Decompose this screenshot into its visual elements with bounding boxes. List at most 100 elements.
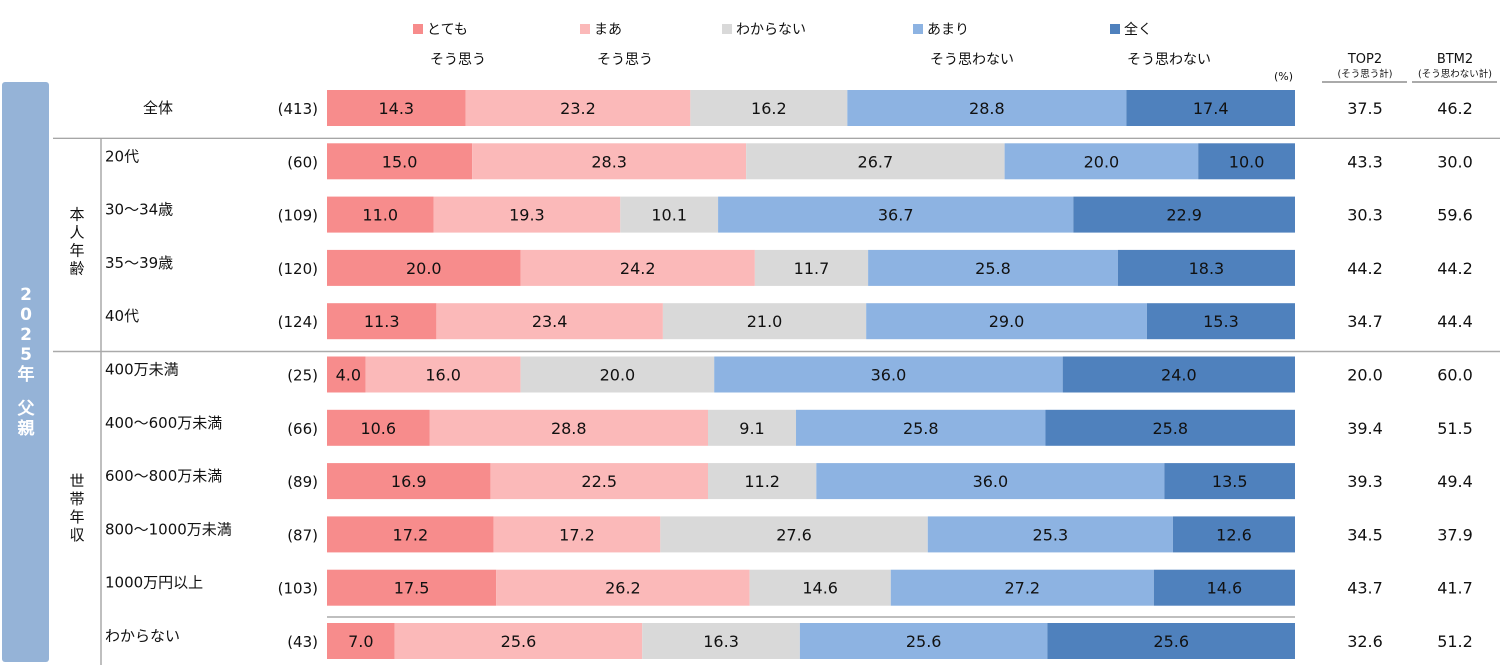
legend-label-line1: わからない [736, 22, 806, 38]
bar-segment [799, 623, 1048, 659]
segment-value-label: 20.0 [1084, 152, 1120, 171]
summary-value-top2: 34.5 [1347, 525, 1383, 544]
bar-row: 400万未満 (25) 4.0 16.0 20.0 36.0 24.0 20.0 60.0 [105, 356, 1473, 393]
category-label: 40代 [105, 307, 139, 325]
bar-segment [796, 409, 1046, 446]
segment-value-label: 25.6 [1153, 632, 1189, 651]
category-label: 全体 [143, 99, 173, 117]
segment-value-label: 16.9 [391, 472, 427, 491]
bar-segment [708, 409, 797, 446]
legend-item-3: わからない [722, 22, 806, 38]
segment-value-label: 7.0 [348, 632, 373, 651]
legend-swatch [413, 24, 423, 34]
category-label: 400万未満 [105, 361, 179, 379]
segment-value-label: 25.6 [501, 632, 537, 651]
bar-row: 800～1000万未満 (87) 17.2 17.2 27.6 25.3 12.6 34.5 3… [105, 516, 1473, 553]
segment-value-label: 15.0 [382, 152, 418, 171]
legend-label-line1: とても [427, 22, 468, 38]
segment-value-label: 15.3 [1203, 312, 1239, 331]
summary-value-btm2: 60.0 [1437, 366, 1473, 385]
segment-value-label: 10.0 [1229, 152, 1265, 171]
segment-value-label: 14.6 [1207, 579, 1243, 598]
summary-value-top2: 20.0 [1347, 366, 1383, 385]
summary-value-top2: 34.7 [1347, 312, 1383, 331]
segment-value-label: 23.2 [560, 99, 596, 118]
group-label-1: 本人年齢 [69, 205, 84, 277]
bar-segment [642, 623, 800, 659]
bar-segment [1117, 249, 1295, 286]
category-label: 20代 [105, 147, 139, 165]
unit-label: (%) [1274, 70, 1293, 83]
bar-segment [490, 463, 709, 500]
segment-value-label: 26.7 [858, 152, 894, 171]
bar-segment [1172, 516, 1295, 553]
bar-segment [436, 303, 663, 340]
segment-value-label: 18.3 [1189, 259, 1225, 278]
summary-value-btm2: 44.4 [1437, 312, 1473, 331]
bar-segment [327, 409, 430, 446]
legend-label-line1: まあ [594, 22, 622, 38]
bar-segment [1164, 463, 1295, 500]
bar-segment [1198, 143, 1295, 180]
summary-value-btm2: 51.2 [1437, 632, 1473, 651]
bar-row: 35～39歳 (120) 20.0 24.2 11.7 25.8 18.3 44.2 44.2 [105, 249, 1473, 286]
bar-segment [690, 90, 848, 126]
category-label: 600～800万未満 [105, 467, 222, 485]
segment-value-label: 11.3 [364, 312, 400, 331]
segment-value-label: 23.4 [532, 312, 568, 331]
bar-segment [1146, 303, 1295, 340]
bar-row: 400～600万未満 (66) 10.6 28.8 9.1 25.8 25.8 39.4 51.… [105, 409, 1473, 446]
segment-value-label: 9.1 [739, 419, 764, 438]
summary-value-btm2: 30.0 [1437, 152, 1473, 171]
bar-segment [327, 463, 491, 500]
bar-segment [327, 249, 521, 286]
segment-value-label: 14.6 [802, 579, 838, 598]
legend-label-line2: そう思わない [1127, 52, 1211, 68]
bar-segment [1004, 143, 1199, 180]
bar-segment [327, 196, 434, 233]
bar-segment [327, 356, 366, 393]
bar-segment [718, 196, 1074, 233]
summary-value-top2: 37.5 [1347, 99, 1383, 118]
summary-value-btm2: 44.2 [1437, 259, 1473, 278]
segment-value-label: 21.0 [747, 312, 783, 331]
bar-segment [662, 303, 867, 340]
summary-subtitle: (そう思う計) [1338, 68, 1393, 80]
bar-segment [429, 409, 709, 446]
segment-value-label: 28.8 [551, 419, 587, 438]
bar-segment [749, 569, 891, 606]
segment-value-label: 27.6 [776, 525, 812, 544]
category-label: わからない [105, 627, 180, 645]
segment-value-label: 24.0 [1161, 366, 1197, 385]
segment-value-label: 25.8 [903, 419, 939, 438]
legend-swatch [722, 24, 732, 34]
legend-label-line2: そう思う [430, 52, 486, 68]
bar-row: 40代 (124) 11.3 23.4 21.0 29.0 15.3 34.7 44.4 [105, 303, 1473, 340]
n-label: (413) [278, 100, 318, 118]
segment-value-label: 10.1 [651, 206, 687, 225]
bar-segment [890, 569, 1154, 606]
segment-value-label: 16.0 [425, 366, 461, 385]
n-label: (89) [287, 473, 318, 491]
bar-segment [1062, 356, 1295, 393]
segment-value-label: 20.0 [406, 259, 442, 278]
bar-row: 600～800万未満 (89) 16.9 22.5 11.2 36.0 13.5 39.3 49… [105, 463, 1473, 500]
segment-value-label: 27.2 [1004, 579, 1040, 598]
segment-value-label: 11.7 [794, 259, 830, 278]
segment-value-label: 28.8 [969, 99, 1005, 118]
bar-segment [327, 303, 437, 340]
summary-value-top2: 32.6 [1347, 632, 1383, 651]
rows: 全体 (413) 14.3 23.2 16.2 28.8 17.4 37.5 46.2 20代 (6… [105, 90, 1473, 659]
bar-segment [746, 143, 1005, 180]
segment-value-label: 16.2 [751, 99, 787, 118]
bar-segment [714, 356, 1063, 393]
bar-segment [493, 516, 661, 553]
summary-value-btm2: 46.2 [1437, 99, 1473, 118]
segment-value-label: 20.0 [600, 366, 636, 385]
